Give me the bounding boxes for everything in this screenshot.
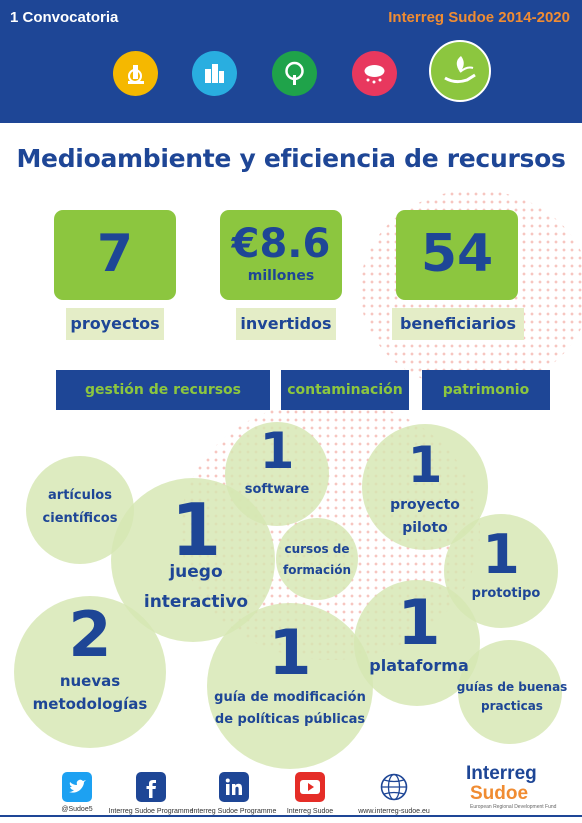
pilot-label-line2: piloto [402, 520, 448, 536]
pilot-label-line1: proyecto [390, 497, 460, 513]
twitter-handle[interactable]: @Sudoe5 [61, 806, 93, 813]
good-practices-label-line1: guías de buenas [456, 680, 568, 694]
projects-label: proyectos [66, 308, 164, 340]
game-count: 1 [170, 488, 222, 572]
page-title: Medioambiente y eficiencia de recursos [16, 144, 566, 173]
software-bubble [225, 422, 329, 526]
youtube-channel[interactable]: Interreg Sudoe [286, 808, 334, 815]
beneficiaries-label: beneficiarios [392, 308, 524, 340]
programme-title: Interreg Sudoe 2014-2020 [388, 9, 570, 26]
website-url[interactable]: www.interreg-sudoe.eu [358, 808, 430, 815]
linkedin-page[interactable]: Interreg Sudoe Programme [191, 808, 277, 815]
software-count: 1 [259, 422, 295, 480]
interreg-sudoe-logo: Interreg Sudoe European Regional Develop… [466, 764, 570, 816]
policy-guide-label-line2: de políticas públicas [214, 712, 366, 727]
youtube-icon[interactable] [295, 772, 325, 802]
courses-bubble [276, 518, 358, 600]
beneficiaries-stat-box: 54 [396, 210, 518, 300]
footer-divider [0, 815, 582, 817]
header-bar: 1 Convocatoria Interreg Sudoe 2014-2020 [0, 0, 582, 123]
good-practices-bubble [458, 640, 562, 744]
competitiveness-icon [192, 51, 237, 96]
logo-line1: Interreg [466, 763, 537, 784]
call-title: 1 Convocatoria [10, 9, 119, 26]
good-practices-label-line2: practicas [481, 699, 543, 713]
topic-pollution: contaminación [281, 370, 409, 410]
articles-label-line1: artículos [48, 488, 112, 503]
beneficiaries-count: 54 [420, 224, 494, 284]
low-carbon-icon [272, 51, 317, 96]
projects-stat-box: 7 [54, 210, 176, 300]
methodologies-count: 2 [68, 598, 112, 671]
courses-label-line1: cursos de [284, 542, 350, 556]
methodologies-bubble [14, 596, 166, 748]
platform-label: plataforma [369, 656, 469, 675]
policy-guide-bubble [207, 603, 373, 769]
pilot-count: 1 [407, 436, 443, 494]
topic-heritage: patrimonio [422, 370, 550, 410]
twitter-icon[interactable] [62, 772, 92, 802]
globe-icon[interactable] [379, 772, 409, 802]
investment-stat-box: €8.6 millones [220, 210, 342, 300]
linkedin-icon[interactable] [219, 772, 249, 802]
prototype-label: prototipo [471, 586, 541, 601]
investment-value: €8.6 [231, 221, 331, 267]
risk-prevention-icon [352, 51, 397, 96]
policy-guide-count: 1 [268, 616, 312, 689]
investment-unit: millones [247, 268, 315, 284]
facebook-icon[interactable] [136, 772, 166, 802]
projects-count: 7 [96, 224, 134, 284]
game-label-line1: juego [169, 562, 223, 582]
platform-count: 1 [397, 586, 441, 659]
logo-tagline: European Regional Development Fund [470, 804, 557, 810]
investment-label: invertidos [236, 308, 336, 340]
topic-resource-management: gestión de recursos [56, 370, 270, 410]
environment-icon [429, 40, 491, 102]
prototype-count: 1 [482, 523, 520, 586]
courses-label-line2: formación [283, 563, 351, 577]
innovation-icon [113, 51, 158, 96]
policy-guide-label-line1: guía de modificación [214, 690, 366, 705]
articles-label-line2: científicos [42, 511, 118, 526]
game-label-line2: interactivo [143, 592, 249, 612]
methodologies-label-line2: metodologías [32, 695, 148, 713]
logo-line2: Sudoe [470, 783, 529, 804]
software-label: software [244, 482, 310, 497]
methodologies-label-line1: nuevas [59, 672, 121, 690]
facebook-page[interactable]: Interreg Sudoe Programme [108, 808, 194, 815]
